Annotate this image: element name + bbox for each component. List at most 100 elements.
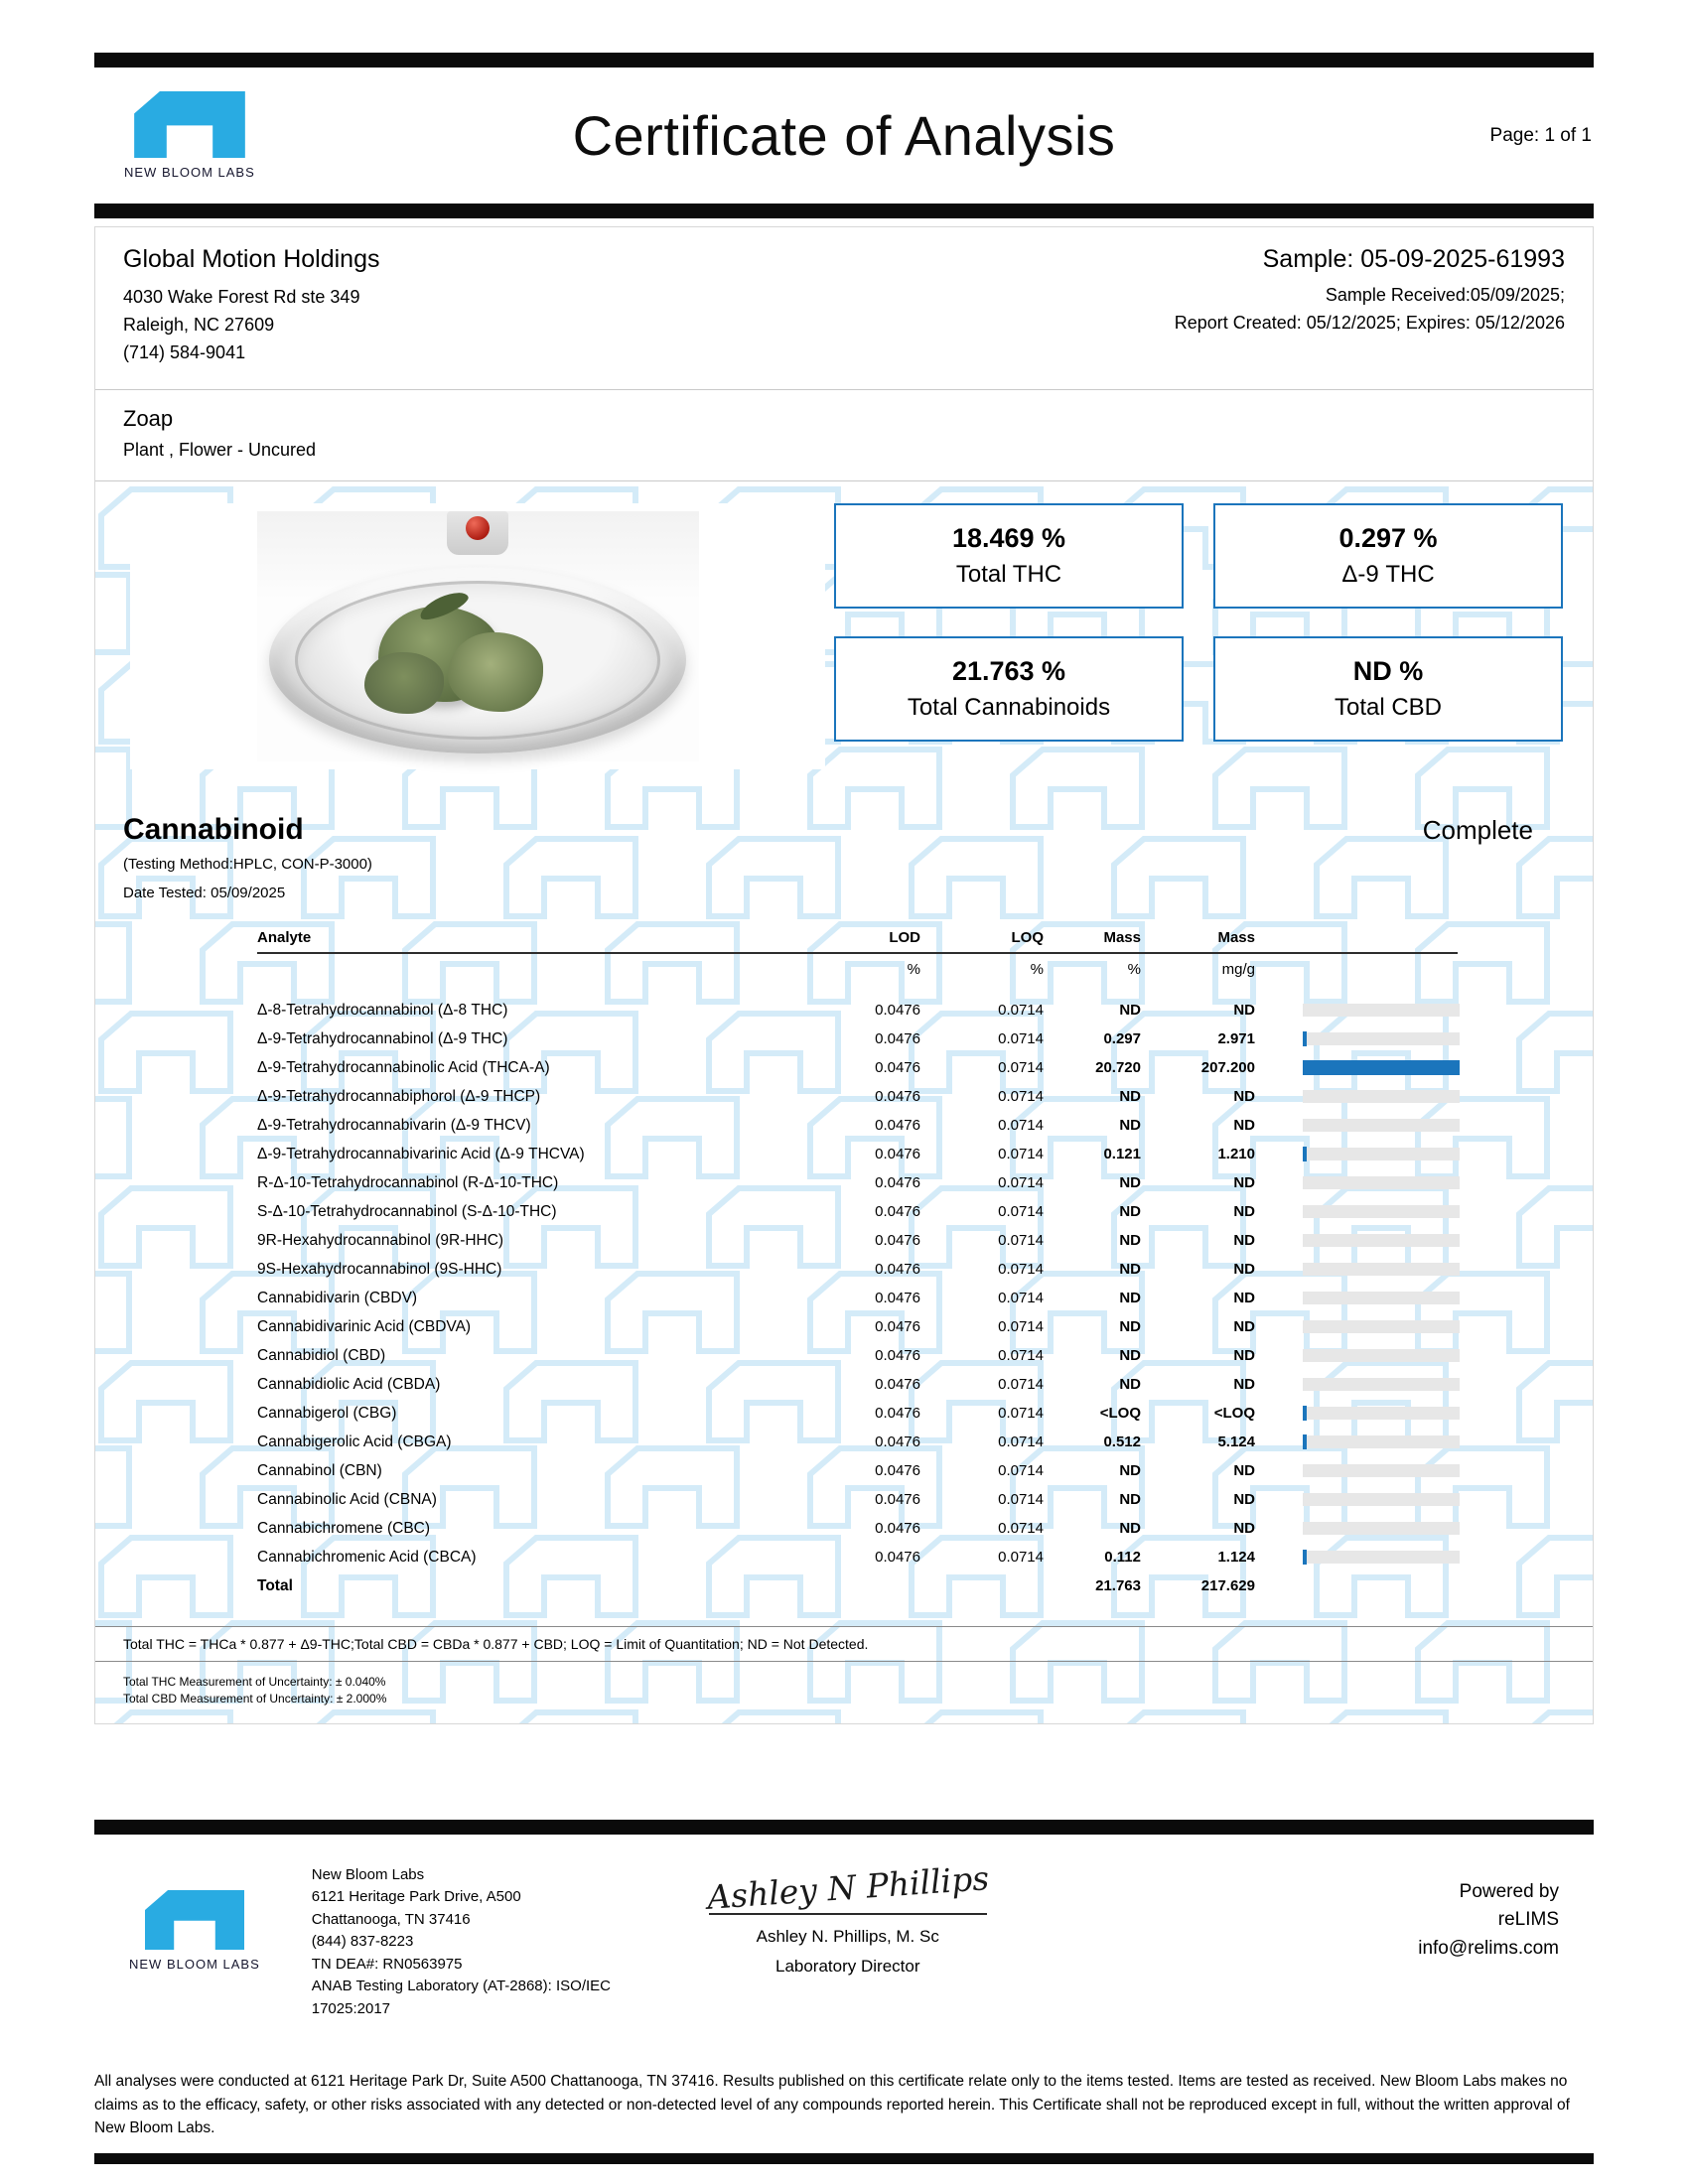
analyte-mass-mgg: ND [1233,1462,1255,1480]
analyte-loq: 0.0714 [998,1376,1044,1394]
analyte-bar-track [1303,1292,1460,1305]
analyte-mass-mgg: ND [1233,1002,1255,1020]
analyte-row: Δ-8-Tetrahydrocannabinol (Δ-8 THC) 0.047… [257,996,1460,1024]
analyte-bar-track [1303,1550,1460,1566]
analyte-bar [1255,1176,1460,1190]
results-summary: 18.469 % Total THC 0.297 % Δ-9 THC 21.76… [95,481,1593,791]
thc-uncertainty: Total THC Measurement of Uncertainty: ± … [123,1675,386,1690]
client-address-1: 4030 Wake Forest Rd ste 349 [123,287,360,307]
analyte-lod: 0.0476 [875,1347,920,1365]
lab-info-line: New Bloom Labs [311,1865,425,1883]
newbloom-logo: NEW BLOOM LABS [124,91,255,180]
red-marker [466,515,490,540]
analyte-bar-track [1303,1522,1460,1536]
top-rule [94,53,1594,68]
bottom-rule [94,2153,1594,2165]
analyte-bar-track [1303,1060,1460,1076]
lab-info-line: 6121 Heritage Park Drive, A500 [311,1888,521,1906]
client-phone: (714) 584-9041 [123,341,246,362]
analyte-mass-pct: 0.512 [1103,1433,1141,1451]
footer-newbloom-logo-icon [144,1889,244,1950]
header-rule [94,204,1594,218]
analyte-bar-track [1303,1320,1460,1334]
analyte-loq: 0.0714 [998,1261,1044,1279]
cannabinoid-header: Cannabinoid Complete [95,791,1593,847]
analyte-name: Cannabidiol (CBD) [257,1346,386,1364]
analyte-bar [1255,1406,1460,1422]
summary-box-total-cbd: ND % Total CBD [1213,635,1563,742]
col-mass-mgg: Mass [1217,928,1255,946]
newbloom-logo-icon [134,91,245,158]
analyte-mass-pct: 0.121 [1103,1146,1141,1163]
summary-box-total-cannabinoids: 21.763 % Total Cannabinoids [834,635,1184,742]
analyte-mass-pct: ND [1119,1376,1141,1394]
analyte-mass-mgg: 1.124 [1217,1549,1255,1567]
analyte-mass-pct: ND [1119,1232,1141,1250]
lab-info-line: (844) 837-8223 [311,1933,414,1951]
analyte-mass-pct: ND [1119,1462,1141,1480]
analyte-row: 9R-Hexahydrocannabinol (9R-HHC) 0.0476 0… [257,1226,1460,1255]
analyte-name: Cannabidivarinic Acid (CBDVA) [257,1317,472,1335]
analyte-mass-pct: ND [1119,1088,1141,1106]
analyte-name: Δ-9-Tetrahydrocannabivarinic Acid (Δ-9 T… [257,1145,585,1162]
analyte-mass-pct: ND [1119,1117,1141,1135]
total-thc-label: Total THC [955,560,1062,588]
footer-rule [94,1819,1594,1835]
analyte-lod: 0.0476 [875,1174,920,1192]
analyte-mass-pct: ND [1119,1491,1141,1509]
analyte-mass-pct: ND [1119,1203,1141,1221]
analyte-lod: 0.0476 [875,1549,920,1567]
client-name: Global Motion Holdings [123,245,380,273]
lab-info-line: ANAB Testing Laboratory (AT-2868): ISO/I… [311,1978,611,1995]
disclaimer: All analyses were conducted at 6121 Heri… [94,2073,1570,2136]
analyte-bar [1255,1434,1460,1450]
analyte-name: Δ-9-Tetrahydrocannabinol (Δ-9 THC) [257,1029,508,1047]
analyte-lod: 0.0476 [875,1491,920,1509]
analyte-bar [1255,1263,1460,1277]
analyte-loq: 0.0714 [998,1290,1044,1307]
analyte-bar [1255,1090,1460,1104]
analyte-name: S-Δ-10-Tetrahydrocannabinol (S-Δ-10-THC) [257,1202,557,1220]
summary-boxes: 18.469 % Total THC 0.297 % Δ-9 THC 21.76… [834,502,1563,742]
analyte-name: Cannabichromenic Acid (CBCA) [257,1548,477,1566]
analyte-row: Cannabigerolic Acid (CBGA) 0.0476 0.0714… [257,1428,1460,1456]
analyte-loq: 0.0714 [998,1405,1044,1423]
unit-loq: % [1030,960,1044,978]
analyte-bar-track [1303,1434,1460,1450]
analyte-bar [1255,1464,1460,1478]
analyte-bar [1255,1550,1460,1566]
testing-method: (Testing Method:HPLC, CON-P-3000) [123,855,372,873]
analyte-row: Cannabichromene (CBC) 0.0476 0.0714 ND N… [257,1514,1460,1543]
unit-mass-mgg: mg/g [1221,960,1255,978]
lab-info: New Bloom Labs 6121 Heritage Park Drive,… [312,1864,649,2021]
powered-by-block: Powered by reLIMS info@relims.com [1418,1864,1559,1964]
analyte-bar-fill [1303,1434,1307,1450]
analyte-bar-fill [1303,1550,1307,1566]
sample-received: Sample Received:05/09/2025; [1325,285,1565,305]
analyte-bar-track [1303,1349,1460,1363]
analyte-mass-mgg: <LOQ [1213,1405,1255,1423]
product-name: Zoap [123,405,174,431]
analyte-row: Cannabidiol (CBD) 0.0476 0.0714 ND ND [257,1341,1460,1370]
signatory-title: Laboratory Director [774,1956,920,1976]
analyte-loq: 0.0714 [998,1318,1044,1336]
client-address-2: Raleigh, NC 27609 [123,314,275,335]
analyte-bar [1255,1031,1460,1047]
analyte-mass-mgg: 5.124 [1217,1433,1255,1451]
analyte-row: Δ-9-Tetrahydrocannabinol (Δ-9 THC) 0.047… [257,1024,1460,1053]
col-mass-pct: Mass [1103,928,1141,946]
analyte-loq: 0.0714 [998,1347,1044,1365]
analyte-bar-track [1303,1004,1460,1018]
analyte-bar-track [1303,1464,1460,1478]
analyte-bar-track [1303,1234,1460,1248]
analyte-row: Δ-9-Tetrahydrocannabinolic Acid (THCA-A)… [257,1053,1460,1082]
analyte-loq: 0.0714 [998,1030,1044,1048]
analyte-row: R-Δ-10-Tetrahydrocannabinol (R-Δ-10-THC)… [257,1168,1460,1197]
analyte-mass-mgg: ND [1233,1232,1255,1250]
analyte-lod: 0.0476 [875,1059,920,1077]
analyte-loq: 0.0714 [998,1174,1044,1192]
analyte-lod: 0.0476 [875,1376,920,1394]
powered-email[interactable]: info@relims.com [1418,1937,1559,1959]
analyte-name: Cannabigerol (CBG) [257,1404,397,1422]
sample-photo [130,502,825,769]
